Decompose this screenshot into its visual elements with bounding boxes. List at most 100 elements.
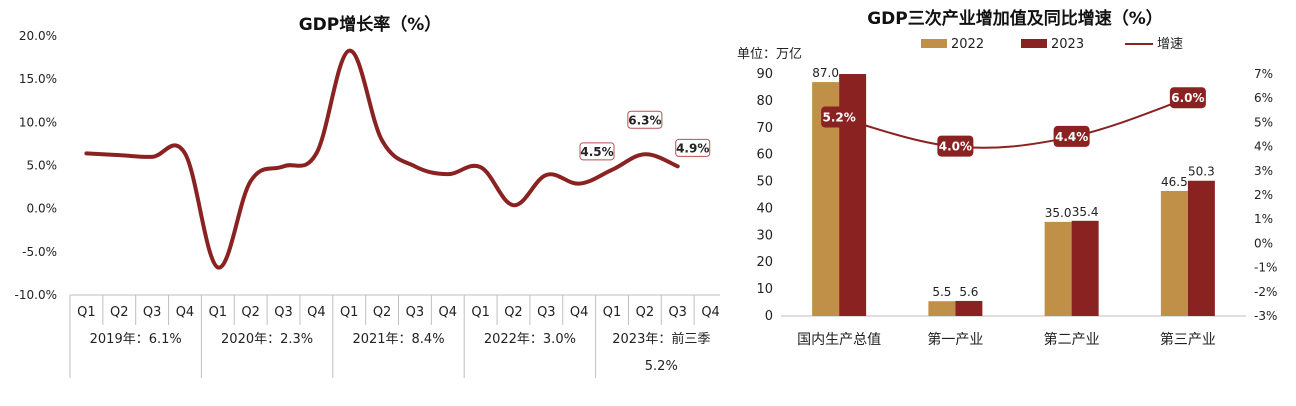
chart2-right-tick-label: 1% xyxy=(1254,212,1273,226)
chart1-x-tick-label: Q2 xyxy=(373,305,392,320)
chart2-bar-label: 35.0 xyxy=(1045,206,1072,220)
chart1-x-tick-label: Q3 xyxy=(537,305,556,320)
chart1-points xyxy=(86,50,678,268)
chart1-x-tick-label: Q4 xyxy=(701,305,720,320)
chart1-x-tick-label: Q3 xyxy=(143,305,162,320)
chart2-bar-label: 5.5 xyxy=(932,285,951,299)
chart1-x-tick-label: Q2 xyxy=(636,305,655,320)
chart2-title: GDP三次产业增加值及同比增速（%） xyxy=(867,8,1163,29)
chart2-right-tick-label: -1% xyxy=(1254,261,1277,275)
chart2-right-tick-label: 2% xyxy=(1254,188,1273,202)
chart2-bar-2022 xyxy=(1044,221,1072,316)
chart1-data-label: 6.3% xyxy=(628,113,661,127)
chart1-y-tick-label: -10.0% xyxy=(15,288,57,302)
chart1-x-tick-label: Q4 xyxy=(439,305,458,320)
chart1-x-tick-label: Q2 xyxy=(241,305,260,320)
chart1-year-group-label: 2020年：2.3% xyxy=(221,332,313,347)
chart2-growth-line xyxy=(838,97,1189,149)
chart2-legend: 2022 2023 增速 xyxy=(921,37,1183,52)
chart1-x-tick-label: Q1 xyxy=(471,305,490,320)
chart2-growth-label: 6.0% xyxy=(1171,91,1204,105)
chart1-x-tick-label: Q2 xyxy=(504,305,523,320)
chart1-data-labels: 4.5% 6.3% 4.9% xyxy=(579,110,711,161)
chart1-y-tick-label: 20.0% xyxy=(19,29,57,43)
chart1-y-tick-label: 0.0% xyxy=(27,202,58,216)
chart2-category-label: 国内生产总值 xyxy=(797,332,881,348)
chart2-right-tick-label: 0% xyxy=(1254,236,1273,250)
legend-swatch-2022 xyxy=(921,39,947,48)
chart1-x-tick-label: Q4 xyxy=(570,305,589,320)
chart2-left-tick-label: 0 xyxy=(765,309,773,324)
chart1-year-group-label: 2022年：3.0% xyxy=(484,332,576,347)
chart2-left-tick-label: 40 xyxy=(756,201,773,216)
chart1-x-tick-label: Q1 xyxy=(603,305,622,320)
chart2-left-tick-label: 90 xyxy=(756,67,773,82)
chart1-y-tick-label: 15.0% xyxy=(19,72,57,86)
chart2-left-tick-label: 80 xyxy=(756,94,773,109)
chart1-x-tick-label: Q2 xyxy=(110,305,129,320)
chart2-bars: 87.0 5.5 35.0 46.5 5.6 35.4 50.3 xyxy=(812,66,1215,316)
chart2-bar-label: 35.4 xyxy=(1072,205,1099,219)
chart2-left-tick-label: 50 xyxy=(756,175,773,190)
chart2-bar-2022 xyxy=(928,301,956,316)
chart1-data-label-box xyxy=(579,142,615,161)
chart2-bar-label: 5.6 xyxy=(959,285,978,299)
chart2-right-tick-label: 3% xyxy=(1254,164,1273,178)
industry-value-chart: GDP三次产业增加值及同比增速（%） 单位：万亿 2022 2023 增速 0 1… xyxy=(737,8,1277,348)
chart1-y-tick-label: -5.0% xyxy=(22,245,57,259)
chart1-x-tick-label: Q3 xyxy=(668,305,687,320)
chart2-growth-label-box xyxy=(1169,87,1206,109)
chart1-x-tick-label: Q3 xyxy=(406,305,425,320)
chart2-growth-labels: 5.2% 4.0% 4.4% 6.0% xyxy=(821,87,1206,157)
chart2-bar-label: 50.3 xyxy=(1188,165,1215,179)
chart2-category-label: 第一产业 xyxy=(927,331,983,348)
chart2-bar-2023 xyxy=(1187,180,1215,316)
chart2-right-tick-label: 7% xyxy=(1254,67,1273,81)
chart1-data-label: 4.5% xyxy=(580,145,613,159)
chart2-growth-label-box xyxy=(1053,125,1090,147)
chart1-data-label-box xyxy=(675,138,711,157)
gdp-growth-chart: GDP增长率（%） -10.0% -5.0% 0.0% 5.0% 10.0% 15.0% 2… xyxy=(15,14,720,378)
chart2-category-label: 第二产业 xyxy=(1044,331,1100,348)
legend-label-2023: 2023 xyxy=(1051,37,1084,52)
chart2-left-tick-label: 30 xyxy=(756,228,773,243)
chart1-y-tick-label: 5.0% xyxy=(27,159,58,173)
chart1-year-group-label: 2021年：8.4% xyxy=(352,332,444,347)
chart2-unit-label: 单位：万亿 xyxy=(737,47,802,62)
chart2-bar-label: 46.5 xyxy=(1161,175,1188,189)
chart2-growth-label: 4.0% xyxy=(939,140,972,154)
chart1-x-tick-label: Q4 xyxy=(176,305,195,320)
chart2-bar-label: 87.0 xyxy=(812,66,839,80)
chart2-right-tick-label: 6% xyxy=(1254,91,1273,105)
chart2-right-tick-label: 4% xyxy=(1254,140,1273,154)
chart1-x-tick-label: Q3 xyxy=(274,305,293,320)
chart1-data-label-box xyxy=(627,110,663,129)
chart2-bar-2023 xyxy=(955,300,983,316)
chart1-series-line xyxy=(84,48,680,270)
chart1-year-group-label: 2019年：6.1% xyxy=(90,332,182,347)
chart1-year-group-label: 2023年：前三季 xyxy=(612,331,710,347)
chart2-right-tick-label: -2% xyxy=(1254,285,1277,299)
chart1-x-tick-label: Q1 xyxy=(209,305,228,320)
chart1-x-tick-label: Q1 xyxy=(77,305,96,320)
chart2-growth-label: 4.4% xyxy=(1055,130,1088,144)
chart1-title: GDP增长率（%） xyxy=(299,14,442,35)
chart2-bar-2022 xyxy=(1160,190,1188,316)
chart2-left-tick-label: 20 xyxy=(756,255,773,270)
chart2-axes: 0 10 20 30 40 50 60 70 80 90 -3% -2% -1% 0% 1% 2% 3% 4% 5%… xyxy=(756,67,1277,324)
chart1-x-tick-label: Q1 xyxy=(340,305,359,320)
chart2-growth-label-box xyxy=(937,135,974,157)
chart1-x-axis: Q1 Q2 Q3 Q4 Q1 Q2 Q3 Q4 Q1 Q2 Q3 Q4 Q1 Q2 Q3 Q4 Q1 Q2 Q3 Q4… xyxy=(69,294,720,378)
chart2-x-axis: 国内生产总值 第一产业 第二产业 第三产业 xyxy=(797,331,1216,348)
chart1-y-tick-label: 10.0% xyxy=(19,115,57,129)
chart2-growth-label-box xyxy=(821,106,858,128)
chart1-data-label: 4.9% xyxy=(676,141,709,155)
chart2-right-tick-label: 5% xyxy=(1254,115,1273,129)
chart1-y-axis: -10.0% -5.0% 0.0% 5.0% 10.0% 15.0% 20.0% xyxy=(15,29,57,302)
chart2-left-tick-label: 10 xyxy=(756,282,773,297)
legend-swatch-2023 xyxy=(1021,39,1047,48)
chart2-growth-label: 5.2% xyxy=(822,111,855,125)
chart2-left-tick-label: 60 xyxy=(756,148,773,163)
chart2-bar-2023 xyxy=(1071,220,1099,316)
chart2-right-tick-label: -3% xyxy=(1254,309,1277,323)
